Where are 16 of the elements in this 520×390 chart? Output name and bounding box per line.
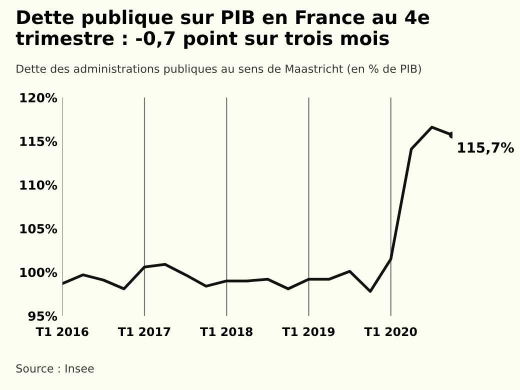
- y-tick-label: 95%: [28, 311, 58, 321]
- x-tick-label: T1 2016: [36, 327, 88, 336]
- x-tick-label: T1 2018: [200, 327, 252, 336]
- x-tick-label: T1 2019: [282, 327, 335, 336]
- chart-title: Dette publique sur PIB en France au 4e trimestre : -0,7 point sur trois mois: [16, 10, 430, 49]
- x-tick-label: T1 2017: [118, 327, 170, 336]
- line-series: [62, 126, 452, 293]
- y-tick-label: 110%: [20, 180, 58, 190]
- y-tick-label: 100%: [20, 268, 58, 278]
- source-note: Source : Insee: [16, 364, 94, 373]
- chart-subtitle: Dette des administrations publiques au sens de Maastricht (en % de PIB): [16, 64, 421, 76]
- data-label: 115,7%: [458, 142, 514, 155]
- x-tick-label: T1 2020: [364, 327, 417, 336]
- y-tick-label: 115%: [20, 136, 58, 146]
- y-tick-label: 105%: [20, 224, 58, 234]
- y-tick-label: 120%: [20, 92, 58, 102]
